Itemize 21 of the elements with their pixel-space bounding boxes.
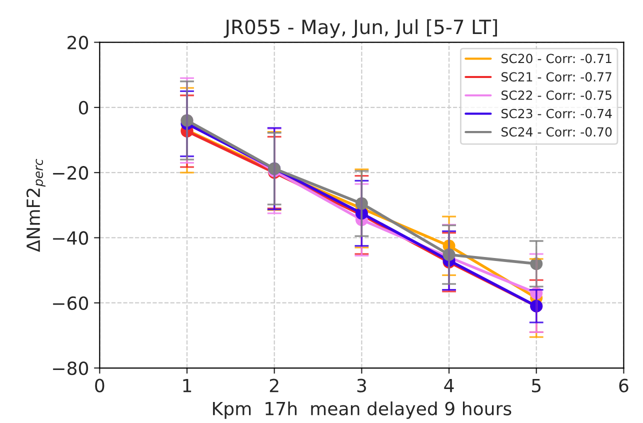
x-tick-label: 4 [444, 378, 454, 392]
chart-title: JR055 - May, Jun, Jul [5-7 LT] [224, 19, 497, 38]
y-tick-label: −80 [53, 361, 88, 376]
legend-label: SC22 - Corr: -0.75 [502, 90, 612, 100]
x-tick-label: 5 [532, 378, 541, 392]
legend-label: SC20 - Corr: -0.71 [502, 54, 612, 64]
y-axis-title: ΔNmF2$_{perc}$ [26, 158, 46, 252]
x-axis-title: Kpm 17h mean delayed 9 hours [213, 401, 512, 419]
y-tick-label: −40 [53, 231, 88, 245]
x-tick-label: 6 [619, 378, 628, 392]
x-tick-label: 2 [270, 378, 278, 392]
legend-label: SC23 - Corr: -0.74 [502, 108, 612, 118]
x-tick-label: 1 [183, 378, 192, 392]
y-tick-label: −20 [53, 166, 88, 180]
y-tick-label: 20 [68, 36, 88, 50]
y-tick-label: −60 [53, 296, 88, 310]
y-tick-label: 0 [78, 100, 88, 115]
x-tick-label: 0 [95, 378, 104, 392]
legend-label: SC21 - Corr: -0.77 [502, 72, 612, 82]
legend-label: SC24 - Corr: -0.70 [502, 127, 612, 137]
x-tick-label: 3 [357, 378, 366, 392]
